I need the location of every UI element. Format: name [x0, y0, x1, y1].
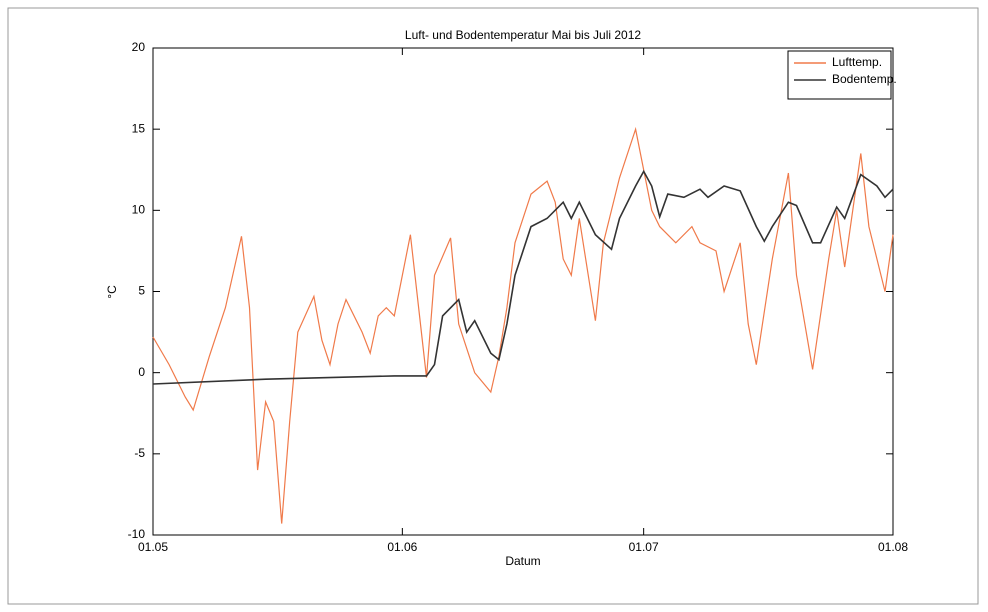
y-axis-label: °C: [105, 285, 119, 299]
x-tick-label: 01.08: [878, 540, 908, 554]
x-tick-label: 01.05: [138, 540, 168, 554]
y-tick-label: 5: [138, 284, 145, 298]
legend-label: Lufttemp.: [832, 55, 882, 69]
y-tick-label: -5: [134, 446, 145, 460]
y-tick-label: -10: [128, 527, 146, 541]
series-line: [152, 169, 894, 385]
y-tick-label: 20: [132, 40, 146, 54]
y-tick-label: 15: [132, 121, 146, 135]
x-tick-label: 01.07: [629, 540, 659, 554]
plot-area: [152, 47, 894, 536]
chart-title: Luft- und Bodentemperatur Mai bis Juli 2…: [405, 28, 641, 42]
y-tick-label: 0: [138, 365, 145, 379]
series-line: [152, 126, 894, 524]
x-axis-label: Datum: [505, 554, 540, 568]
legend-label: Bodentemp.: [832, 72, 897, 86]
x-tick-label: 01.06: [387, 540, 417, 554]
legend-box: [787, 50, 892, 100]
y-tick-label: 10: [132, 203, 146, 217]
